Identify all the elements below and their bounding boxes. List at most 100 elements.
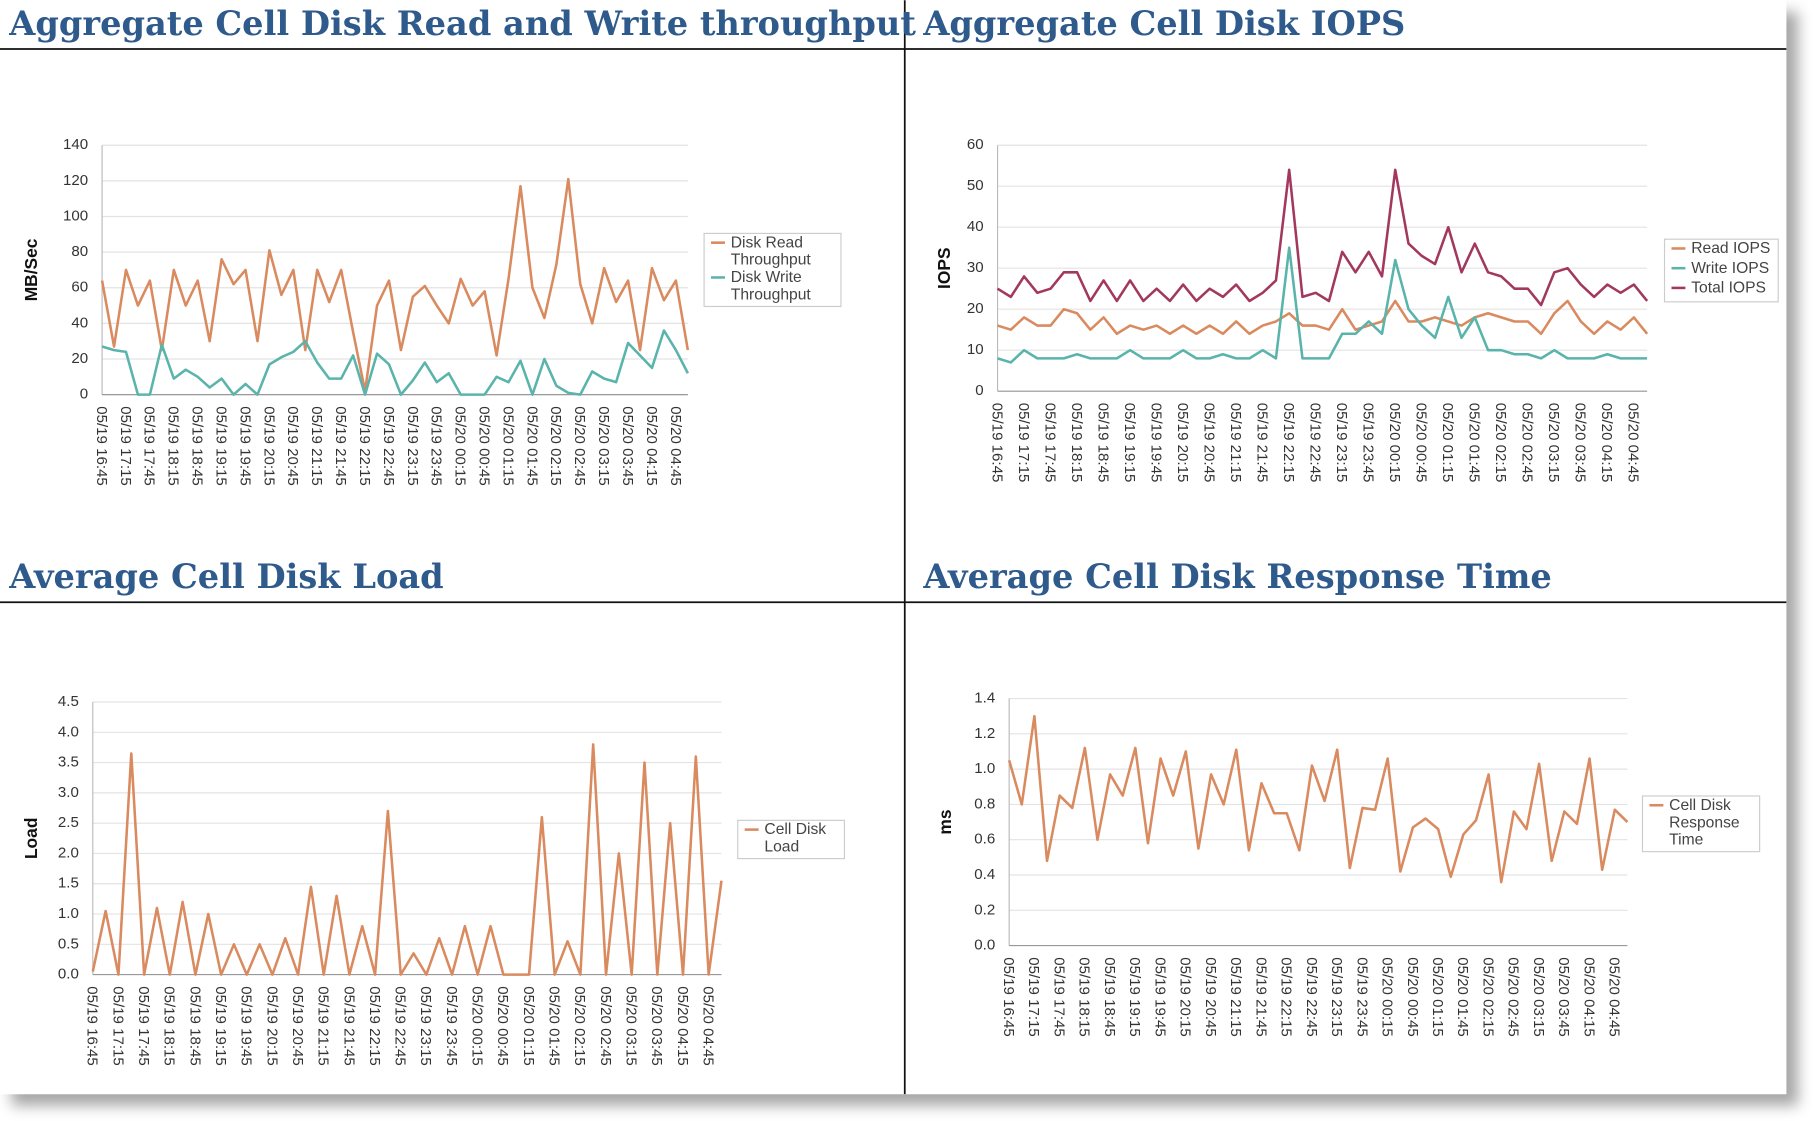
y-tick-label: 0.0 xyxy=(974,937,995,954)
x-tick-label: 05/19 17:45 xyxy=(1041,403,1058,483)
x-tick-label: 05/20 00:15 xyxy=(452,406,469,486)
x-tick-label: 05/19 23:15 xyxy=(1328,957,1345,1037)
x-tick-label: 05/19 19:15 xyxy=(212,986,229,1066)
chart-title: Aggregate Cell Disk IOPS xyxy=(922,3,1405,43)
x-tick-label: 05/20 01:45 xyxy=(1466,403,1483,483)
x-tick-label: 05/19 22:45 xyxy=(1303,957,1320,1037)
x-tick-label: 05/20 00:15 xyxy=(1386,403,1403,483)
x-tick-label: 05/20 03:15 xyxy=(623,986,640,1066)
x-tick-label: 05/19 20:15 xyxy=(260,406,277,486)
x-tick-label: 05/19 23:45 xyxy=(1353,957,1370,1037)
x-tick-label: 05/20 01:15 xyxy=(1439,403,1456,483)
x-tick-label: 05/20 03:45 xyxy=(1572,403,1589,483)
y-axis-label: Load xyxy=(21,818,41,860)
x-tick-label: 05/19 18:45 xyxy=(1094,403,1111,483)
x-tick-label: 05/19 17:15 xyxy=(117,406,134,486)
x-tick-label: 05/19 20:45 xyxy=(1201,403,1218,483)
x-tick-label: 05/20 04:45 xyxy=(1606,957,1623,1037)
x-tick-label: 05/19 17:45 xyxy=(135,986,152,1066)
x-tick-label: 05/20 02:15 xyxy=(547,406,564,486)
legend-label: Total IOPS xyxy=(1691,280,1766,297)
y-tick-label: 1.0 xyxy=(974,760,995,777)
x-tick-label: 05/20 01:15 xyxy=(520,986,537,1066)
x-tick-label: 05/19 22:15 xyxy=(366,986,383,1066)
x-tick-label: 05/19 17:15 xyxy=(109,986,126,1066)
data-line xyxy=(91,743,723,976)
x-tick-label: 05/19 20:15 xyxy=(1174,403,1191,483)
data-line xyxy=(1007,714,1629,884)
x-tick-label: 05/20 00:45 xyxy=(475,406,492,486)
y-tick-label: 60 xyxy=(967,136,984,153)
y-tick-label: 1.4 xyxy=(974,690,995,707)
x-tick-label: 05/19 20:45 xyxy=(289,986,306,1066)
x-tick-label: 05/20 00:15 xyxy=(1379,957,1396,1037)
y-tick-label: 1.2 xyxy=(974,725,995,742)
x-tick-label: 05/20 03:15 xyxy=(1530,957,1547,1037)
legend-label: Disk Read Throughput xyxy=(731,234,812,268)
x-tick-label: 05/20 04:15 xyxy=(1598,403,1615,483)
y-tick-label: 1.5 xyxy=(58,875,79,892)
x-tick-label: 05/20 01:45 xyxy=(1454,957,1471,1037)
x-tick-label: 05/19 16:45 xyxy=(84,986,101,1066)
x-tick-label: 05/20 03:45 xyxy=(619,406,636,486)
x-tick-label: 05/20 02:45 xyxy=(571,406,588,486)
x-tick-label: 05/20 01:15 xyxy=(499,406,516,486)
y-tick-label: 2.5 xyxy=(58,814,79,831)
data-line xyxy=(101,329,689,396)
x-tick-label: 05/20 00:45 xyxy=(494,986,511,1066)
x-tick-label: 05/20 02:45 xyxy=(1519,403,1536,483)
x-tick-label: 05/19 23:45 xyxy=(1360,403,1377,483)
x-tick-label: 05/20 04:15 xyxy=(643,406,660,486)
x-tick-label: 05/19 21:45 xyxy=(1254,403,1271,483)
x-tick-label: 05/19 21:15 xyxy=(308,406,325,486)
legend-label: Disk Write Throughput xyxy=(731,269,812,303)
x-tick-label: 05/20 04:45 xyxy=(1625,403,1642,483)
x-tick-label: 05/19 22:45 xyxy=(392,986,409,1066)
y-tick-label: 0 xyxy=(975,382,983,399)
y-tick-label: 0 xyxy=(80,386,88,403)
y-tick-label: 40 xyxy=(967,218,984,235)
x-tick-label: 05/19 22:15 xyxy=(1278,957,1295,1037)
legend-label: Write IOPS xyxy=(1691,260,1769,277)
legend-label: Read IOPS xyxy=(1691,240,1770,257)
x-tick-label: 05/20 01:45 xyxy=(523,406,540,486)
data-line xyxy=(997,246,1648,364)
y-tick-label: 2.0 xyxy=(58,844,79,861)
x-tick-label: 05/19 22:15 xyxy=(356,406,373,486)
x-tick-label: 05/19 20:45 xyxy=(1202,957,1219,1037)
y-tick-label: 3.5 xyxy=(58,754,79,771)
x-tick-label: 05/19 18:15 xyxy=(165,406,182,486)
x-tick-label: 05/20 01:15 xyxy=(1429,957,1446,1037)
x-tick-label: 05/20 02:15 xyxy=(1492,403,1509,483)
x-tick-label: 05/19 18:45 xyxy=(189,406,206,486)
x-tick-label: 05/19 19:45 xyxy=(1151,957,1168,1037)
legend-box xyxy=(737,819,846,860)
y-tick-label: 4.0 xyxy=(58,723,79,740)
y-axis-label: ms xyxy=(935,810,955,835)
x-tick-label: 05/19 21:45 xyxy=(340,986,357,1066)
x-tick-label: 05/19 21:15 xyxy=(1227,403,1244,483)
x-tick-label: 05/19 16:45 xyxy=(1000,957,1017,1037)
x-tick-label: 05/20 02:15 xyxy=(571,986,588,1066)
y-tick-label: 80 xyxy=(71,243,88,260)
x-tick-label: 05/19 17:45 xyxy=(141,406,158,486)
x-tick-label: 05/19 19:15 xyxy=(1126,957,1143,1037)
x-tick-label: 05/20 03:45 xyxy=(648,986,665,1066)
x-tick-label: 05/19 23:15 xyxy=(1333,403,1350,483)
y-tick-label: 0.5 xyxy=(58,935,79,952)
x-tick-label: 05/19 21:45 xyxy=(332,406,349,486)
x-tick-label: 05/19 18:15 xyxy=(1076,957,1093,1037)
x-tick-label: 05/19 23:45 xyxy=(443,986,460,1066)
x-tick-label: 05/20 01:45 xyxy=(546,986,563,1066)
chart-title: Aggregate Cell Disk Read and Write throu… xyxy=(8,3,916,43)
y-tick-label: 0.0 xyxy=(58,966,79,983)
x-tick-label: 05/20 04:45 xyxy=(700,986,717,1066)
x-tick-label: 05/20 04:15 xyxy=(1580,957,1597,1037)
x-tick-label: 05/19 20:15 xyxy=(263,986,280,1066)
y-tick-label: 0.2 xyxy=(974,901,995,918)
x-tick-label: 05/20 00:45 xyxy=(1413,403,1430,483)
x-tick-label: 05/19 19:45 xyxy=(238,986,255,1066)
x-tick-label: 05/19 21:15 xyxy=(315,986,332,1066)
x-tick-label: 05/20 04:45 xyxy=(667,406,684,486)
